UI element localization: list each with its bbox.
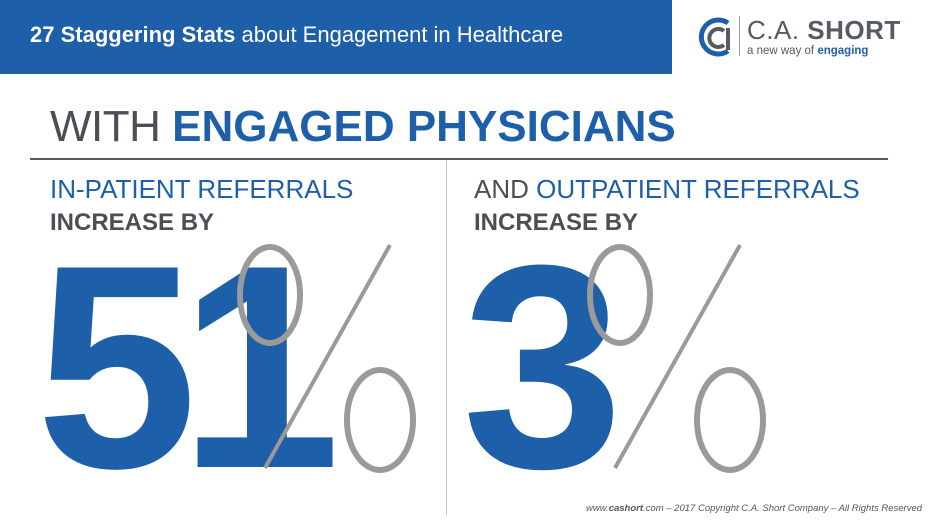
title-banner: 27 Staggering Stats about Engagement in … <box>0 0 672 74</box>
right-stat-sublabel: INCREASE BY <box>474 209 639 236</box>
footer-copyright: www.cashort.com – 2017 Copyright C.A. Sh… <box>586 503 922 514</box>
ca-monogram-icon <box>698 17 730 57</box>
footer-site-bold: cashort <box>608 503 644 514</box>
page-heading: WITH ENGAGED PHYSICIANS <box>50 102 676 152</box>
footer-copyright-text: – 2017 Copyright C.A. Short Company – Al… <box>663 503 923 514</box>
left-stat-number: 51 <box>36 205 341 529</box>
column-divider <box>446 160 447 515</box>
logo-name: C.A. SHORT <box>747 15 901 46</box>
right-stat-label: AND OUTPATIENT REFERRALS <box>474 174 860 205</box>
right-stat-label-main: OUTPATIENT REFERRALS <box>536 174 860 204</box>
logo-tagline: a new way of engaging <box>747 45 868 57</box>
heading-light: WITH <box>50 102 173 151</box>
logo-tagline-bold: engaging <box>817 45 869 57</box>
company-logo: C.A. SHORT a new way of engaging <box>695 12 925 62</box>
logo-name-bold: SHORT <box>807 15 901 45</box>
logo-divider <box>739 16 740 56</box>
footer-site-prefix: www. <box>586 503 609 514</box>
banner-title-bold: 27 Staggering Stats <box>30 22 236 47</box>
logo-name-light: C.A. <box>747 15 808 45</box>
heading-rule <box>30 158 888 160</box>
logo-tagline-prefix: a new way of <box>747 45 818 57</box>
left-stat-sublabel: INCREASE BY <box>50 209 215 236</box>
heading-bold: ENGAGED PHYSICIANS <box>172 102 676 151</box>
right-stat-label-prefix: AND <box>474 174 537 204</box>
left-stat-label: IN-PATIENT REFERRALS <box>50 174 354 204</box>
banner-title-rest: about Engagement in Healthcare <box>235 22 564 47</box>
banner-title: 27 Staggering Stats about Engagement in … <box>30 22 563 48</box>
footer-site-suffix: .com <box>643 503 664 514</box>
percent-sign-icon <box>237 244 416 473</box>
percent-sign-icon <box>587 244 766 473</box>
